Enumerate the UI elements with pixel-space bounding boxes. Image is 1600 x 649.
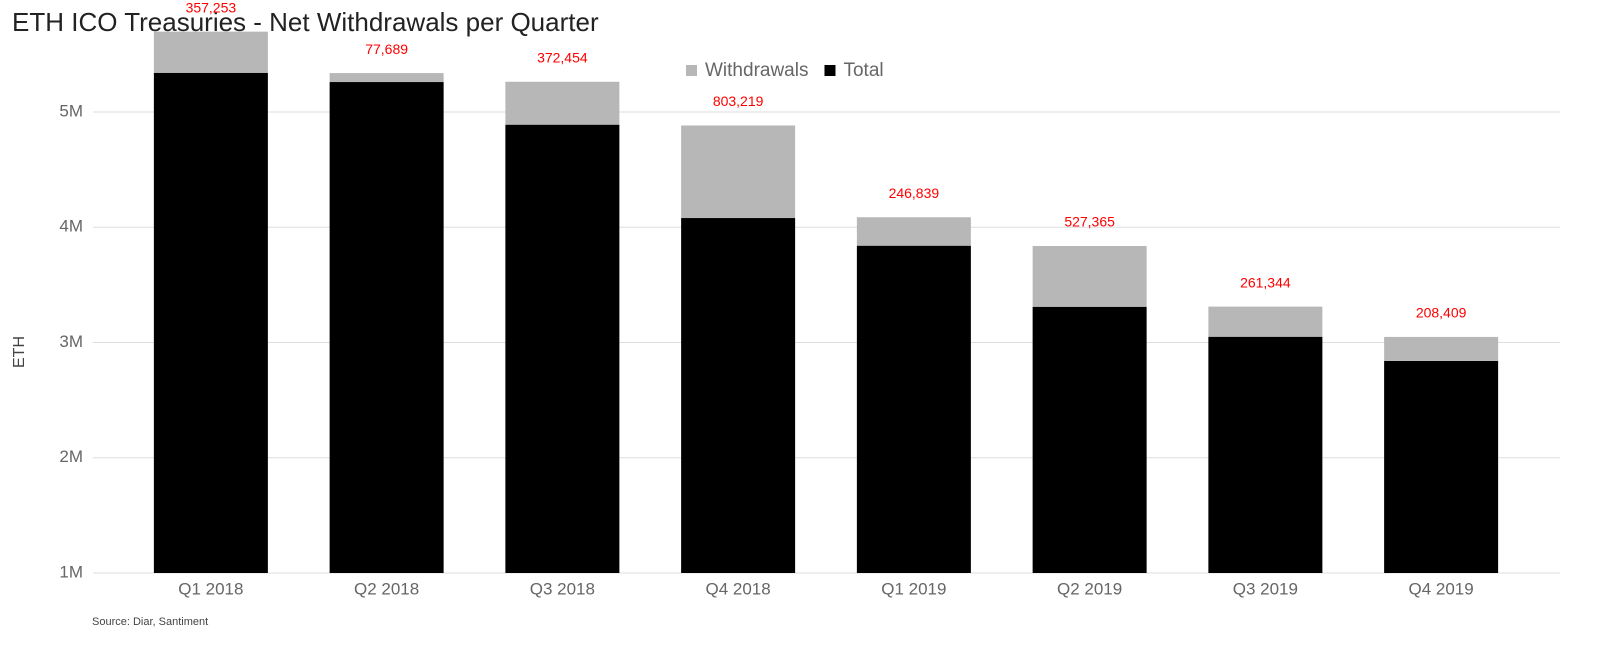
bar-segment bbox=[681, 125, 796, 219]
y-axis-title: ETH bbox=[11, 336, 28, 368]
legend-label: Withdrawals bbox=[705, 60, 808, 81]
source: Source: Diar, Santiment bbox=[92, 616, 208, 628]
legend-swatch bbox=[686, 65, 697, 76]
legend-swatch bbox=[824, 65, 836, 76]
x-tick-label: Q4 2019 bbox=[1409, 579, 1474, 598]
y-tick-label: 3M bbox=[59, 332, 83, 351]
bar-segment bbox=[856, 217, 971, 246]
data-label: 372,454 bbox=[537, 49, 588, 65]
bar-segment bbox=[329, 82, 444, 573]
bar-segment bbox=[1032, 306, 1147, 573]
legend-label: Total bbox=[843, 60, 883, 81]
x-tick-label: Q1 2019 bbox=[881, 579, 946, 598]
bar-segment bbox=[1208, 336, 1323, 573]
x-tick-label: Q4 2018 bbox=[706, 579, 771, 598]
x-tick-label: Q3 2018 bbox=[530, 579, 595, 598]
x-tick-label: Q2 2019 bbox=[1057, 579, 1122, 598]
x-tick-label: Q1 2018 bbox=[178, 579, 243, 598]
x-tick-label: Q2 2018 bbox=[354, 579, 419, 598]
y-tick-label: 4M bbox=[59, 217, 83, 236]
y-tick-label: 2M bbox=[59, 447, 83, 466]
y-tick-label: 5M bbox=[59, 101, 83, 120]
bar-segment bbox=[153, 72, 268, 573]
bar-segment bbox=[329, 73, 444, 83]
bar-segment bbox=[1208, 306, 1323, 337]
bar-segment bbox=[681, 218, 796, 573]
data-label: 527,365 bbox=[1064, 214, 1115, 230]
bar-segment bbox=[1384, 336, 1499, 361]
bar-segment bbox=[505, 81, 620, 125]
data-label: 803,219 bbox=[713, 93, 764, 109]
data-label: 261,344 bbox=[1240, 274, 1291, 290]
bar-segment bbox=[1032, 245, 1147, 307]
data-label: 77,689 bbox=[365, 41, 408, 57]
bar-segment bbox=[505, 124, 620, 574]
data-label: 246,839 bbox=[889, 185, 940, 201]
bar-segment bbox=[153, 31, 268, 73]
chart-title: ETH ICO Treasuries - Net Withdrawals per… bbox=[12, 7, 599, 37]
x-tick-label: Q3 2019 bbox=[1233, 579, 1298, 598]
data-label: 208,409 bbox=[1416, 305, 1467, 321]
y-tick-label: 1M bbox=[59, 562, 83, 581]
bar-segment bbox=[856, 245, 971, 573]
bar-segment bbox=[1384, 360, 1499, 573]
data-label: 357,253 bbox=[186, 0, 237, 15]
